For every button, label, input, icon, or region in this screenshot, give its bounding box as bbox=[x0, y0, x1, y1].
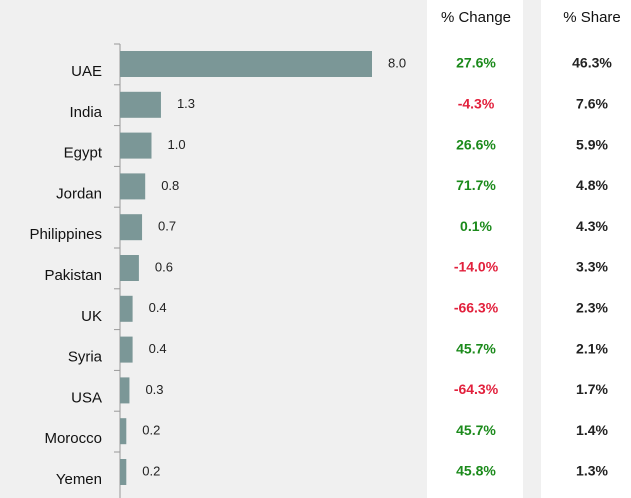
category-label: UK bbox=[81, 308, 102, 325]
column-value: 26.6% bbox=[456, 136, 496, 152]
value-label: 0.8 bbox=[161, 178, 179, 193]
column-value: -14.0% bbox=[454, 259, 499, 275]
column-value: 71.7% bbox=[456, 177, 496, 193]
bar bbox=[120, 295, 133, 322]
column-value: 7.6% bbox=[576, 96, 608, 112]
column-value: 1.3% bbox=[576, 463, 608, 479]
bar bbox=[120, 418, 127, 445]
category-label: UAE bbox=[71, 63, 102, 80]
column-value: 0.1% bbox=[460, 218, 492, 234]
category-label: Syria bbox=[68, 349, 103, 366]
header-bg bbox=[427, 0, 523, 36]
category-label: Egypt bbox=[64, 145, 103, 162]
column-header: % Change bbox=[441, 9, 511, 26]
bar bbox=[120, 91, 161, 118]
bar bbox=[120, 173, 146, 200]
value-label: 1.0 bbox=[168, 137, 186, 152]
value-label: 0.2 bbox=[142, 463, 160, 478]
category-label: India bbox=[69, 104, 102, 121]
column-value: 4.8% bbox=[576, 177, 608, 193]
value-label: 0.4 bbox=[149, 300, 167, 315]
column-value: 3.3% bbox=[576, 259, 608, 275]
category-label: Yemen bbox=[56, 471, 102, 488]
category-label: Pakistan bbox=[44, 267, 102, 284]
category-label: Philippines bbox=[29, 226, 102, 243]
value-label: 0.4 bbox=[149, 341, 167, 356]
column-value: 1.4% bbox=[576, 422, 608, 438]
column-value: 45.7% bbox=[456, 422, 496, 438]
value-label: 0.2 bbox=[142, 423, 160, 438]
column-value: 45.8% bbox=[456, 463, 496, 479]
value-label: 1.3 bbox=[177, 96, 195, 111]
column-header: % Share bbox=[563, 9, 621, 26]
column-value: -66.3% bbox=[454, 300, 499, 316]
value-label: 8.0 bbox=[388, 55, 406, 70]
column-value: 46.3% bbox=[572, 55, 612, 71]
category-label: USA bbox=[71, 389, 102, 406]
category-label: Jordan bbox=[56, 185, 102, 202]
column-value: 2.1% bbox=[576, 340, 608, 356]
bar bbox=[120, 214, 143, 241]
column-bg bbox=[427, 36, 523, 498]
bar bbox=[120, 377, 130, 404]
value-label: 0.6 bbox=[155, 259, 173, 274]
column-value: 27.6% bbox=[456, 55, 496, 71]
column-value: 1.7% bbox=[576, 381, 608, 397]
bar bbox=[120, 459, 127, 485]
column-value: 5.9% bbox=[576, 136, 608, 152]
bar bbox=[120, 336, 133, 363]
bar bbox=[120, 51, 372, 77]
bar bbox=[120, 132, 152, 159]
column-value: 2.3% bbox=[576, 300, 608, 316]
column-value: -4.3% bbox=[458, 96, 495, 112]
value-label: 0.7 bbox=[158, 219, 176, 234]
bar bbox=[120, 255, 139, 281]
column-value: -64.3% bbox=[454, 381, 499, 397]
header-bg bbox=[541, 0, 631, 36]
column-value: 45.7% bbox=[456, 340, 496, 356]
value-label: 0.3 bbox=[145, 382, 163, 397]
column-value: 4.3% bbox=[576, 218, 608, 234]
category-label: Morocco bbox=[44, 430, 102, 447]
column-bg bbox=[541, 36, 631, 498]
